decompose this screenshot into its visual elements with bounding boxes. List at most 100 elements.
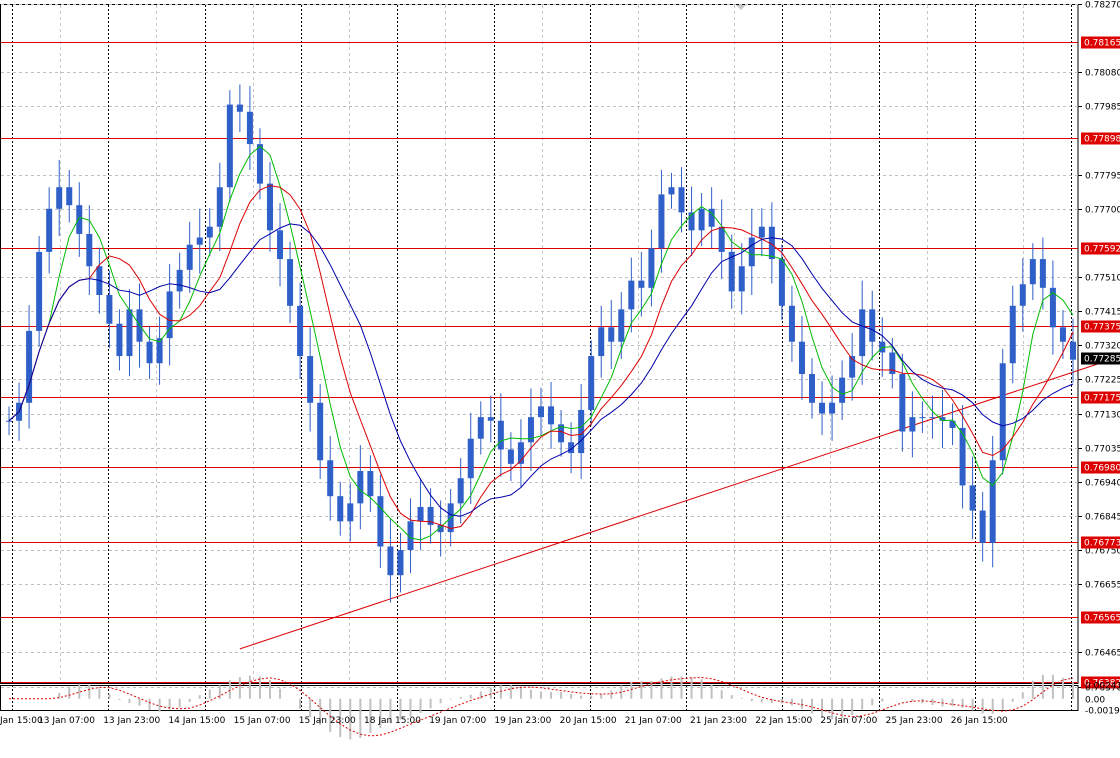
candle-body	[236, 104, 243, 112]
price-tick-label: 0.77985	[1085, 103, 1120, 113]
candle-body	[86, 233, 93, 267]
candle-body	[568, 442, 575, 454]
candle-body	[146, 341, 153, 364]
candle-body	[1029, 259, 1036, 285]
level-price-label: 0.77898	[1084, 135, 1120, 145]
candle-body	[467, 438, 474, 479]
level-price-badge	[1081, 391, 1120, 404]
candle-body	[588, 356, 595, 410]
candle-body	[919, 417, 926, 419]
candle-body	[1009, 305, 1016, 364]
candle-body	[1039, 259, 1046, 288]
level-price-badge	[1081, 132, 1120, 145]
candle-body	[66, 187, 73, 206]
candle-body	[407, 521, 414, 551]
candle-body	[337, 496, 344, 522]
candle-body	[417, 506, 424, 522]
level-price-label: 0.76980	[1084, 464, 1120, 474]
candle-body	[548, 406, 555, 425]
candle-body	[196, 237, 203, 245]
candle-body	[788, 305, 795, 342]
candle-body	[558, 424, 565, 443]
candle-body	[457, 478, 464, 504]
candle-body	[538, 406, 544, 418]
time-label: 22 Jan 15:00	[755, 716, 812, 726]
candle-body	[778, 259, 785, 306]
candle-body	[176, 269, 183, 292]
candle-body	[869, 309, 876, 342]
candle-body	[959, 427, 966, 486]
candle-body	[1069, 341, 1076, 360]
candle-body	[126, 309, 133, 357]
oscillator-tick-label: 0.00241	[1085, 682, 1120, 692]
time-label: Jan 15:00	[0, 716, 43, 726]
candle-body	[989, 460, 996, 543]
scroll-marker-icon	[736, 5, 746, 10]
candle-body	[608, 327, 615, 342]
candle-body	[1019, 284, 1026, 306]
candle-body	[1049, 287, 1056, 328]
candle-body	[708, 208, 715, 227]
candle-body	[357, 471, 364, 504]
candle-body	[949, 420, 956, 428]
price-tick-label: 0.77510	[1085, 274, 1120, 284]
candle-body	[106, 295, 113, 324]
candle-body	[287, 259, 294, 306]
candle-body	[36, 251, 43, 331]
candle-body	[678, 187, 685, 213]
price-tick-label: 0.78270	[1085, 1, 1120, 11]
level-price-badge	[1081, 461, 1120, 474]
candle-body	[327, 460, 334, 497]
price-tick-label: 0.78080	[1085, 69, 1120, 79]
level-price-badge	[1081, 320, 1120, 333]
candle-body	[728, 251, 735, 292]
ma-slow-line	[8, 223, 1074, 517]
candle-body	[206, 226, 213, 238]
candle-body	[216, 187, 223, 227]
candles	[6, 84, 1076, 603]
candle-body	[909, 417, 916, 432]
price-tick-label: 0.77130	[1085, 411, 1120, 421]
candle-body	[859, 309, 866, 357]
time-label: 21 Jan 23:00	[690, 716, 747, 726]
candle-body	[46, 208, 53, 252]
time-label: 21 Jan 07:00	[625, 716, 682, 726]
price-tick-label: 0.77035	[1085, 445, 1120, 455]
candle-body	[507, 449, 514, 464]
candle-body	[477, 417, 484, 439]
ma-mid-line	[8, 185, 1074, 530]
candle-body	[397, 550, 404, 576]
time-label: 19 Jan 07:00	[429, 716, 486, 726]
candle-body	[618, 309, 625, 342]
oscillator-histogram	[58, 674, 1074, 740]
level-price-label: 0.77592	[1084, 245, 1120, 255]
trendline	[239, 356, 1120, 650]
candle-body	[688, 212, 695, 231]
candle-body	[437, 524, 444, 533]
time-label: 15 Jan 23:00	[299, 716, 356, 726]
candle-body	[819, 402, 826, 414]
candle-body	[266, 183, 273, 231]
candle-body	[768, 226, 775, 260]
time-label: 13 Jan 23:00	[103, 716, 160, 726]
candle-body	[829, 402, 836, 414]
time-label: 18 Jan 15:00	[364, 716, 421, 726]
price-tick-label: 0.76465	[1085, 649, 1120, 659]
candle-body	[638, 280, 645, 288]
oscillator-tick-label: -0.00199	[1085, 707, 1120, 717]
candle-body	[497, 420, 504, 450]
candle-body	[76, 205, 83, 234]
candle-body	[929, 417, 936, 419]
candle-body	[758, 226, 765, 238]
time-label: 19 Jan 23:00	[494, 716, 551, 726]
oscillator-signal-line	[9, 676, 1074, 737]
candle-body	[939, 417, 946, 421]
candle-body	[297, 305, 304, 357]
candle-body	[748, 237, 755, 267]
price-tick-label: 0.77225	[1085, 376, 1120, 386]
time-label: 20 Jan 15:00	[560, 716, 617, 726]
price-tick-label: 0.76940	[1085, 479, 1120, 489]
time-label: 25 Jan 07:00	[820, 716, 877, 726]
candle-body	[116, 323, 123, 357]
